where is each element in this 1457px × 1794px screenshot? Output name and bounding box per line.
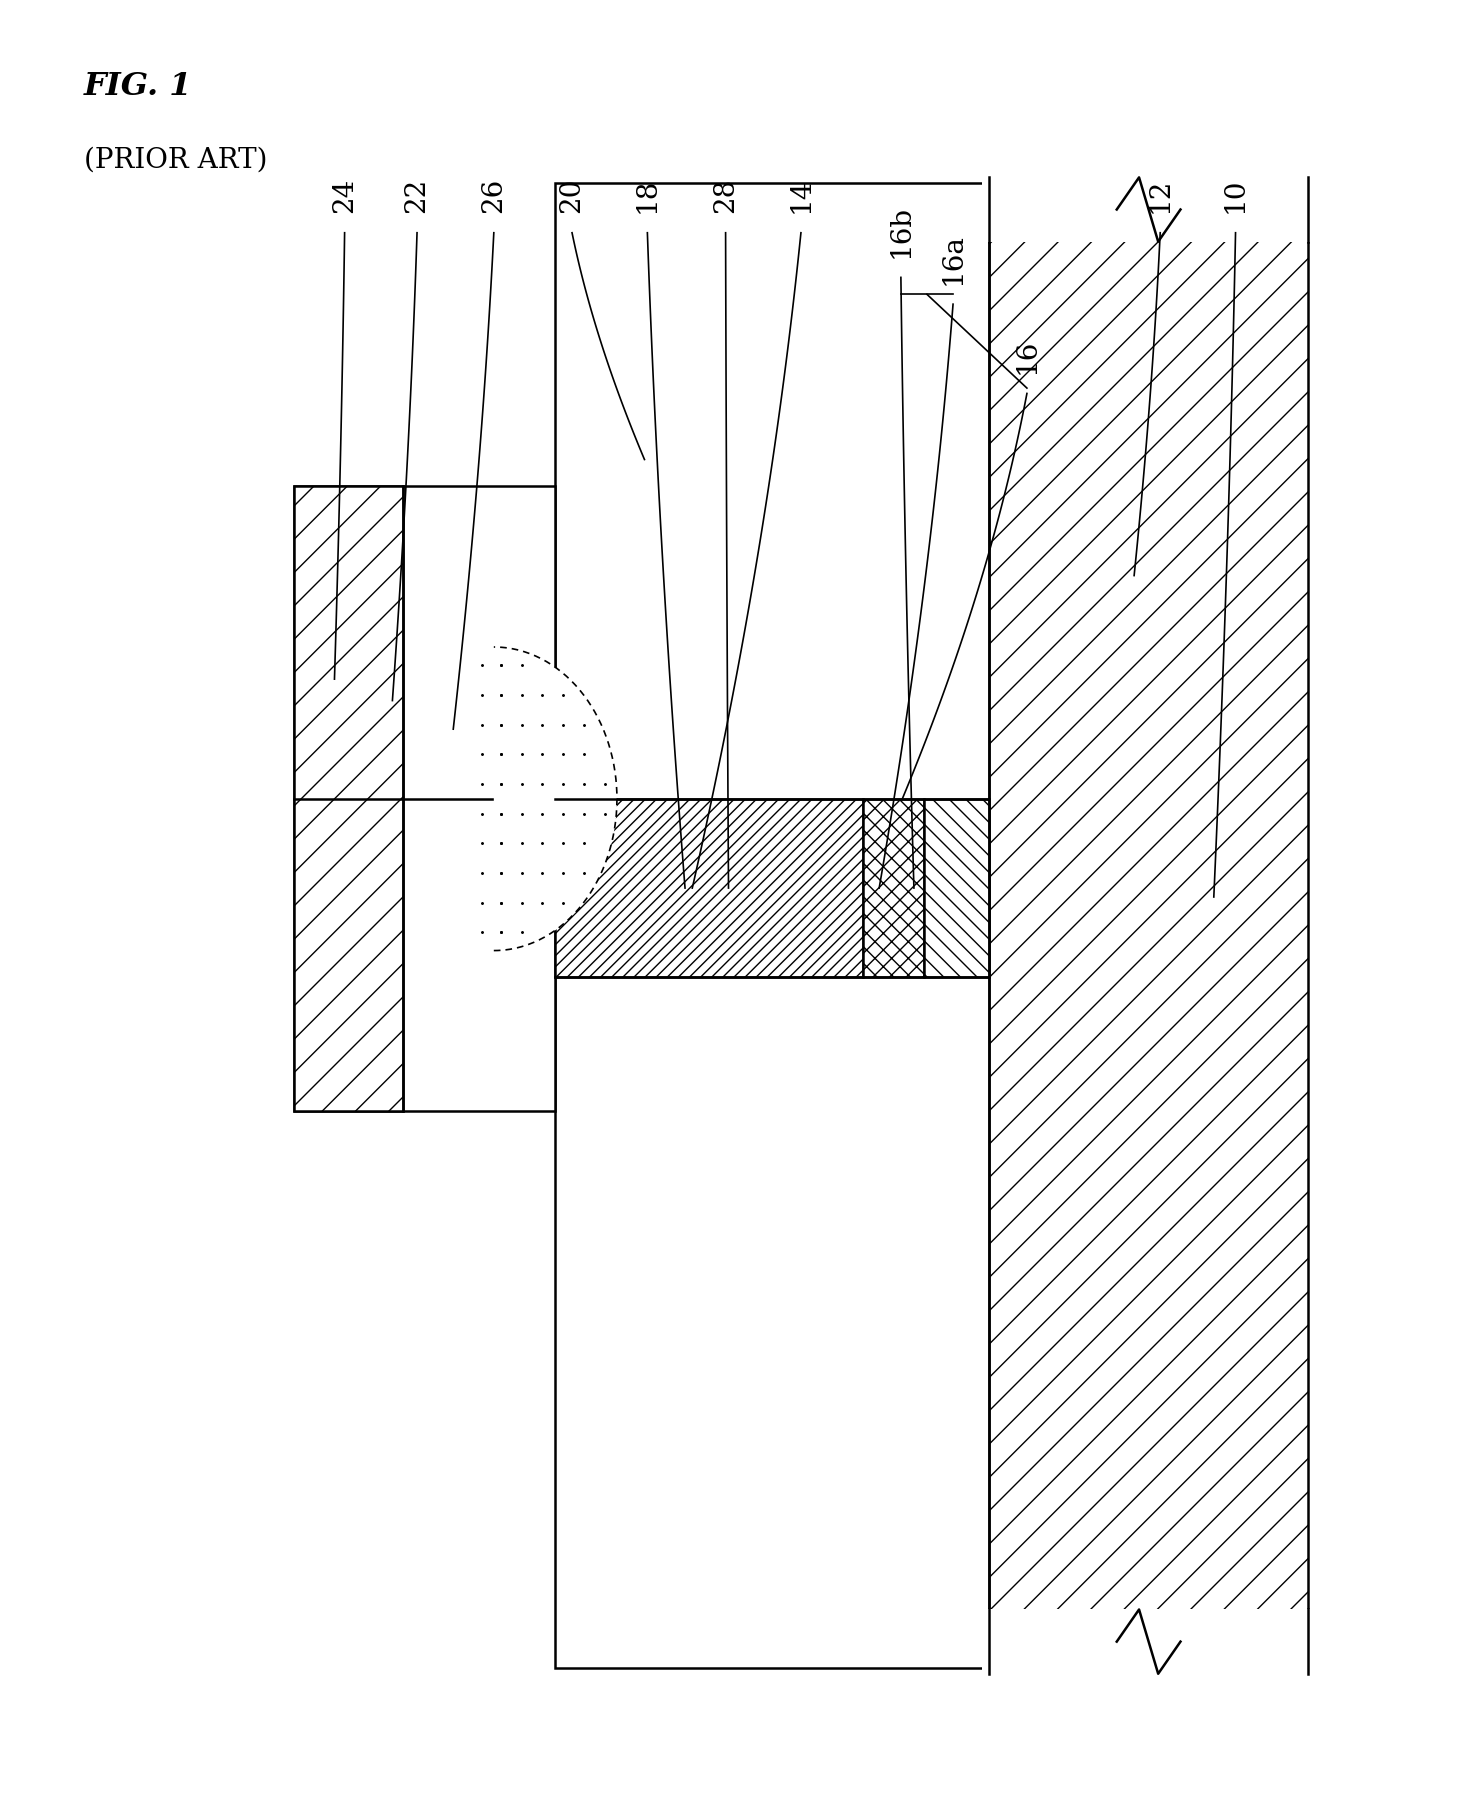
Text: 28: 28 xyxy=(712,178,739,213)
Bar xyxy=(989,183,1308,1668)
Bar xyxy=(924,798,989,978)
Bar xyxy=(555,798,863,978)
Bar xyxy=(555,183,989,1668)
Wedge shape xyxy=(494,648,616,951)
Text: 26: 26 xyxy=(481,178,507,213)
Bar xyxy=(294,486,555,1110)
Text: 22: 22 xyxy=(404,178,430,213)
Text: 16: 16 xyxy=(1014,339,1040,373)
Text: 24: 24 xyxy=(331,178,358,213)
Text: 14: 14 xyxy=(787,178,814,213)
Text: 20: 20 xyxy=(558,178,586,213)
Text: 12: 12 xyxy=(1147,178,1174,213)
Text: 16b: 16b xyxy=(887,205,915,258)
Bar xyxy=(982,178,1316,242)
Bar xyxy=(982,1609,1316,1674)
Text: (PRIOR ART): (PRIOR ART) xyxy=(85,147,267,174)
Bar xyxy=(294,486,404,1110)
Text: 10: 10 xyxy=(1222,178,1249,213)
Text: FIG. 1: FIG. 1 xyxy=(85,72,192,102)
Text: 16a: 16a xyxy=(940,233,966,285)
Text: 18: 18 xyxy=(634,178,661,213)
Bar xyxy=(863,798,924,978)
